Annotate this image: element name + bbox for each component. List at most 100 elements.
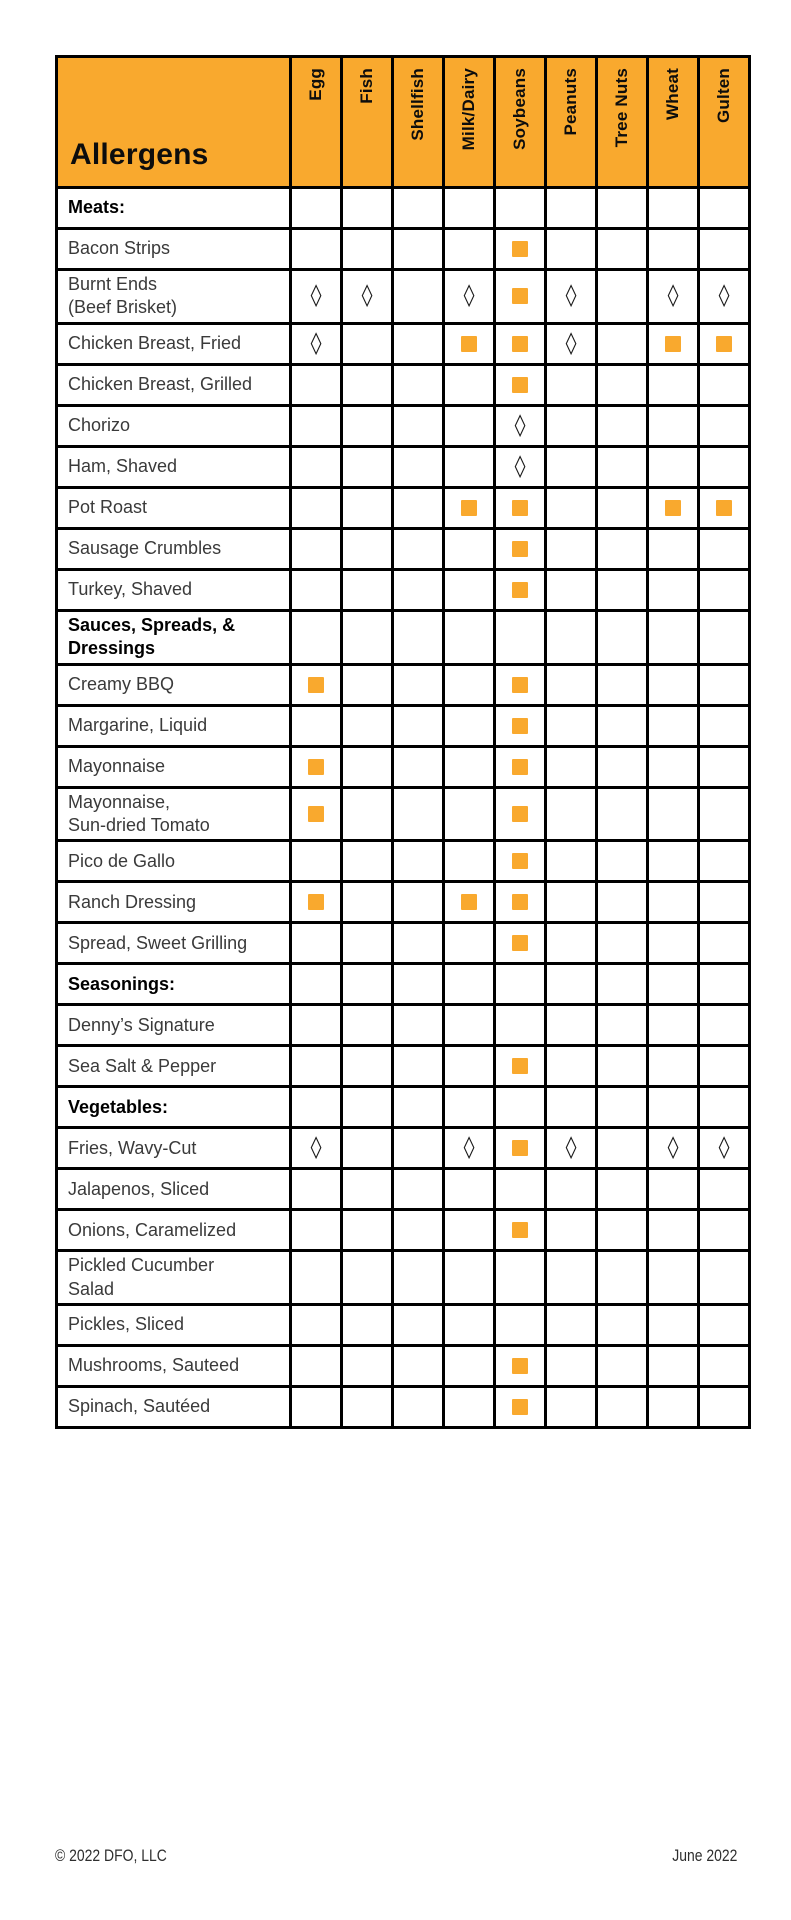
- allergen-cell: [391, 744, 445, 789]
- column-header-gulten: Gulten: [697, 55, 751, 189]
- allergen-cell: [544, 227, 598, 271]
- allergen-cell: [697, 362, 751, 407]
- allergen-table: Allergens Egg Fish Shellfish Milk/Dairy Soyb…: [55, 55, 751, 1430]
- allergen-cell: ◊: [289, 1126, 343, 1171]
- allergen-cell: [391, 227, 445, 271]
- allergen-cell: [442, 1044, 496, 1089]
- contains-allergen-square-icon: [512, 676, 528, 693]
- allergen-cell: [391, 839, 445, 884]
- allergen-table-row: Mushrooms, Sauteed: [55, 1344, 751, 1389]
- allergen-cell: [340, 1085, 394, 1130]
- allergen-cell: [289, 1344, 343, 1389]
- contains-allergen-square-icon: [512, 717, 528, 734]
- row-label: Sauces, Spreads, & Dressings: [55, 608, 292, 666]
- row-label: Chicken Breast, Grilled: [55, 362, 292, 407]
- allergen-cell: [340, 526, 394, 571]
- contains-allergen-square-icon: [512, 1222, 528, 1239]
- allergen-cell: [391, 1344, 445, 1389]
- allergen-cell: [289, 703, 343, 748]
- allergen-cell: [697, 1085, 751, 1130]
- allergen-table-row: Ham, Shaved ◊: [55, 444, 751, 489]
- allergen-cell: [697, 744, 751, 789]
- allergen-table-row: Onions, Caramelized: [55, 1208, 751, 1253]
- contains-allergen-square-icon: [665, 499, 681, 516]
- allergen-cell: [391, 321, 445, 366]
- allergen-cell: [391, 485, 445, 530]
- column-header-label: Shellfish: [408, 68, 427, 141]
- allergen-cell: [544, 1167, 598, 1212]
- allergen-table-row: Pico de Gallo: [55, 839, 751, 884]
- allergen-cell: [340, 1044, 394, 1089]
- allergen-cell: [544, 785, 598, 843]
- allergen-cell: [391, 1249, 445, 1307]
- allergen-cell: [442, 1249, 496, 1307]
- column-header-label: Tree Nuts: [612, 68, 631, 148]
- allergen-cell: [544, 1208, 598, 1253]
- allergen-cell: [442, 785, 496, 843]
- allergen-cell: [646, 567, 700, 612]
- allergen-cell: [391, 1044, 445, 1089]
- allergen-cell: [697, 526, 751, 571]
- allergen-cell: [595, 1344, 649, 1389]
- column-header-fish: Fish: [340, 55, 394, 189]
- allergen-cell: [595, 567, 649, 612]
- contains-allergen-square-icon: [308, 758, 324, 775]
- row-label: Chorizo: [55, 403, 292, 448]
- allergen-cell: [646, 785, 700, 843]
- allergen-cell: [391, 962, 445, 1007]
- allergen-cell: ◊: [340, 268, 394, 325]
- allergen-cell: [289, 1167, 343, 1212]
- column-header-egg: Egg: [289, 55, 343, 189]
- allergen-cell: [595, 321, 649, 366]
- row-label: Burnt Ends (Beef Brisket): [55, 268, 292, 325]
- column-header-milk-dairy: Milk/Dairy: [442, 55, 496, 189]
- allergen-cell: [391, 526, 445, 571]
- allergen-cell: [391, 1003, 445, 1048]
- allergen-cell: [442, 880, 496, 925]
- allergen-cell: [646, 1167, 700, 1212]
- allergen-cell: [391, 1085, 445, 1130]
- page-footer: © 2022 DFO, LLC June 2022: [55, 1846, 737, 1866]
- allergen-cell: [289, 1003, 343, 1048]
- allergen-cell: [340, 880, 394, 925]
- allergen-cell: [493, 785, 547, 843]
- allergen-cell: [544, 921, 598, 966]
- allergen-cell: [493, 839, 547, 884]
- allergen-cell: [595, 703, 649, 748]
- column-header-wheat: Wheat: [646, 55, 700, 189]
- allergen-cell: [544, 1385, 598, 1430]
- may-contain-allergen-diamond-icon: ◊: [667, 283, 679, 309]
- allergen-cell: [697, 567, 751, 612]
- may-contain-allergen-diamond-icon: ◊: [565, 330, 577, 356]
- allergen-cell: [289, 880, 343, 925]
- column-header-label: Fish: [357, 68, 376, 104]
- column-header-label: Milk/Dairy: [459, 68, 478, 151]
- allergen-cell: [340, 1344, 394, 1389]
- allergen-cell: [595, 1303, 649, 1348]
- allergen-cell: [442, 662, 496, 707]
- allergen-cell: [340, 921, 394, 966]
- contains-allergen-square-icon: [716, 499, 732, 516]
- allergen-cell: [493, 880, 547, 925]
- allergen-cell: ◊: [544, 1126, 598, 1171]
- row-label: Pot Roast: [55, 485, 292, 530]
- allergen-cell: [544, 186, 598, 230]
- allergen-cell: [289, 608, 343, 666]
- contains-allergen-square-icon: [512, 1399, 528, 1416]
- row-label: Denny’s Signature: [55, 1003, 292, 1048]
- allergen-cell: [697, 785, 751, 843]
- allergen-table-row: Sausage Crumbles: [55, 526, 751, 571]
- row-label: Ham, Shaved: [55, 444, 292, 489]
- contains-allergen-square-icon: [308, 805, 324, 822]
- allergen-cell: [289, 567, 343, 612]
- allergen-table-row: Burnt Ends (Beef Brisket) ◊ ◊ ◊ ◊ ◊ ◊: [55, 268, 751, 325]
- allergen-cell: [340, 485, 394, 530]
- contains-allergen-square-icon: [512, 335, 528, 352]
- allergen-cell: [697, 403, 751, 448]
- allergen-cell: [595, 485, 649, 530]
- allergen-table-row: Chicken Breast, Fried ◊ ◊: [55, 321, 751, 366]
- allergen-cell: [595, 744, 649, 789]
- allergen-cell: [544, 962, 598, 1007]
- allergen-cell: [697, 839, 751, 884]
- contains-allergen-square-icon: [512, 1358, 528, 1375]
